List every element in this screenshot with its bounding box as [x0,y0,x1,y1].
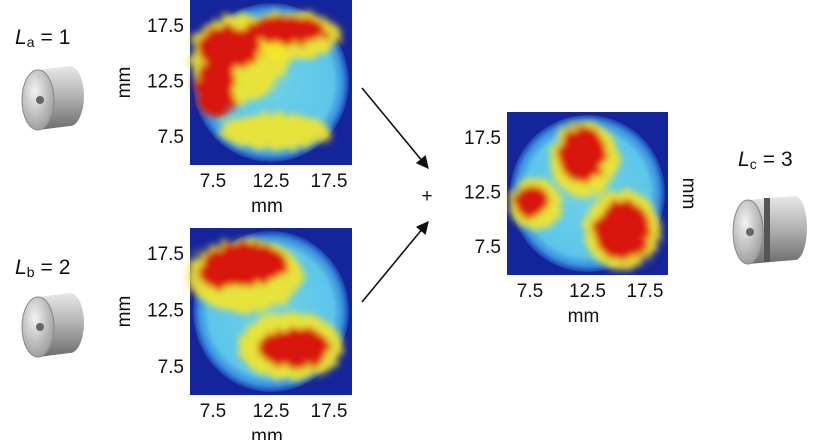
y-tick-label: 12.5 [464,183,501,204]
cylinder-a [22,66,84,130]
x-axis-title: mm [251,196,283,217]
subscript: b [27,264,35,280]
y-tick-label: 7.5 [158,357,184,378]
red-region [200,257,240,289]
y-tick-label: 7.5 [475,237,501,258]
y-tick-label: 17.5 [147,16,184,37]
yellow-region [220,114,330,150]
subscript: a [27,34,35,50]
y-axis-title: mm [114,296,135,328]
value: 1 [59,26,71,49]
x-axis-title: mm [251,426,283,440]
x-tick-label: 7.5 [517,281,543,302]
y-tick-label: 12.5 [147,72,184,93]
red-region [243,16,327,44]
value: 2 [59,256,71,279]
operator: + [421,186,432,207]
heatmap [507,112,668,275]
red-region [558,126,606,182]
symbol: L [738,148,750,171]
x-tick-label: 7.5 [200,401,226,422]
cylinder-b [22,293,84,357]
x-tick-label: 17.5 [311,171,348,192]
relation: = [763,148,775,171]
x-tick-label: 12.5 [253,171,290,192]
red-region [195,58,235,118]
symbol: L [15,26,27,49]
label: Lc = 3 [738,148,793,172]
x-tick-label: 12.5 [253,401,290,422]
label: Lb = 2 [15,256,70,280]
label: La = 1 [15,26,70,50]
x-tick-label: 17.5 [627,281,664,302]
cylinder-c [733,196,807,264]
y-tick-label: 17.5 [464,128,501,149]
x-tick-label: 7.5 [200,171,226,192]
y-tick-label: 17.5 [147,244,184,265]
value: 3 [781,148,793,171]
arrow [362,88,428,168]
y-axis-title: mm [678,178,699,210]
red-region [594,200,650,260]
x-tick-label: 17.5 [311,401,348,422]
relation: = [40,26,52,49]
x-tick-label: 12.5 [569,281,606,302]
heatmap [190,0,352,165]
y-tick-label: 12.5 [147,301,184,322]
y-tick-label: 7.5 [158,127,184,148]
subscript: c [750,156,757,172]
symbol: L [15,256,27,279]
heatmap [187,228,352,395]
page: + La = 1 Lb = 2 Lc = 3 7.5 12.5 17.5 mm 7.5 12.5 17.… [0,0,815,440]
red-region [514,186,550,218]
x-axis-title: mm [568,306,600,327]
arrow [362,222,428,302]
figure: + La = 1 Lb = 2 Lc = 3 7.5 12.5 17.5 mm 7.5 12.5 17.… [0,0,815,440]
red-region [259,328,331,368]
relation: = [40,256,52,279]
y-axis-title: mm [114,67,135,99]
